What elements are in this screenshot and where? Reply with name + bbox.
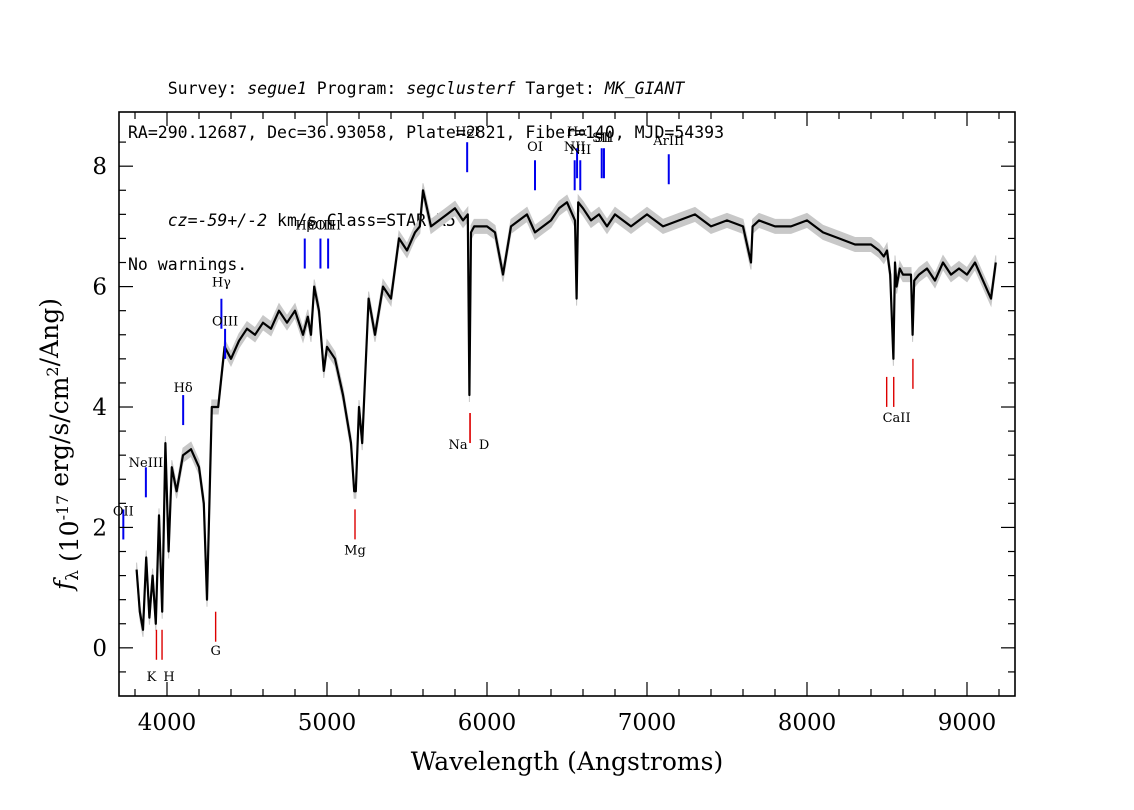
absorption-label-2: G <box>210 644 220 659</box>
header-redshift: cz=-59+/-2 <box>167 211 268 230</box>
absorption-label-4: Na <box>448 438 467 453</box>
y-axis-label: fλ (10-17 erg/s/cm2/Ang) <box>35 298 84 592</box>
header-line-1: Survey: segue1 Program: segclusterf Targ… <box>128 56 724 98</box>
header-target-value: MK_GIANT <box>604 79 685 98</box>
y-tick-label-4: 4 <box>92 395 107 421</box>
emission-label-13: SII <box>592 131 611 146</box>
x-tick-label-6000: 6000 <box>458 710 517 736</box>
x-tick-label-5000: 5000 <box>298 710 357 736</box>
y-tick-label-2: 2 <box>92 515 107 541</box>
absorption-label-3: Mg <box>344 544 366 559</box>
x-tick-label-4000: 4000 <box>138 710 197 736</box>
header-target-label: Target: <box>515 79 605 98</box>
absorption-label-5: D <box>479 438 489 453</box>
emission-label-11: Hα <box>567 125 587 140</box>
emission-label-15: ArIII <box>652 134 684 149</box>
emission-label-2: Hδ <box>174 381 193 396</box>
flux-line <box>135 189 997 631</box>
header-survey-label: Survey: <box>167 79 248 98</box>
y-tick-label-0: 0 <box>92 636 107 662</box>
emission-label-12: NII <box>569 143 591 158</box>
absorption-label-caii: CaII <box>883 411 911 426</box>
header-line-4: No warnings. <box>128 255 248 274</box>
emission-label-10: NII <box>564 140 586 155</box>
absorption-label-1: H <box>163 670 174 685</box>
error-band <box>136 183 997 637</box>
emission-label-5: Hβ <box>295 218 314 233</box>
header-survey-value: segue1 <box>247 79 307 98</box>
x-tick-label-9000: 9000 <box>938 710 997 736</box>
header-program-label: Program: <box>306 79 407 98</box>
axes: 4000 5000 6000 7000 8000 9000 0 2 4 6 8 <box>92 111 1016 736</box>
emission-label-6: OIII <box>307 218 333 233</box>
error-envelope <box>136 183 997 637</box>
emission-label-9: OI <box>527 140 543 155</box>
plot-frame <box>118 111 1016 697</box>
y-tick-label-8: 8 <box>92 154 107 180</box>
x-tick-label-7000: 7000 <box>618 710 677 736</box>
header-line-2: RA=290.12687, Dec=36.93058, Plate=2821, … <box>128 123 725 142</box>
emission-label-14: SII <box>594 131 613 146</box>
emission-label-3: Hγ <box>212 276 231 291</box>
x-tick-label-8000: 8000 <box>778 710 837 736</box>
emission-label-4: OIII <box>212 315 238 330</box>
flux-series <box>135 189 997 631</box>
x-axis-label: Wavelength (Angstroms) <box>411 747 723 776</box>
emission-label-1: NeIII <box>129 456 163 471</box>
emission-label-7: OIII <box>315 218 341 233</box>
absorption-label-0: K <box>147 670 157 685</box>
emission-label-0: OII <box>113 504 134 519</box>
y-tick-label-6: 6 <box>92 275 107 301</box>
header-program-value: segclusterf <box>406 79 516 98</box>
spectrum-header: Survey: segue1 Program: segclusterf Targ… <box>128 12 724 298</box>
emission-label-8: HeI <box>455 125 479 140</box>
